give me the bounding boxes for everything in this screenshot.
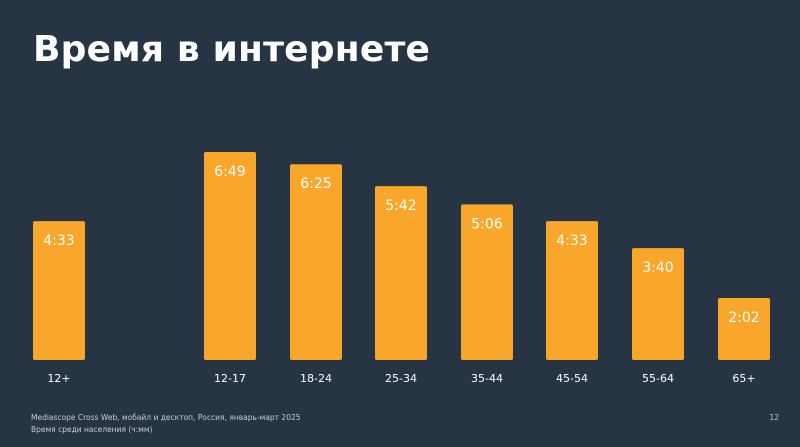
bar-25-34 [375,186,427,360]
bar-value-label: 4:33 [43,233,74,249]
source-note: Mediascope Cross Web, мобайл и десктоп, … [31,413,301,422]
bar-45-54 [546,221,598,360]
bar-value-label: 4:33 [556,233,587,249]
bar-value-label: 3:40 [642,260,673,276]
bar-35-44 [461,204,513,360]
x-tick-label: 12+ [47,372,70,385]
bar-12-17 [204,152,256,360]
x-tick-label: 12-17 [214,372,246,385]
bar-value-label: 2:02 [728,310,759,326]
x-tick-label: 35-44 [471,372,503,385]
bar-65+ [718,297,770,360]
x-tick-label: 55-64 [642,372,674,385]
bar-12+ [33,221,85,360]
x-tick-label: 18-24 [300,372,332,385]
x-tick-label: 65+ [732,372,755,385]
x-tick-label: 45-54 [556,372,588,385]
bar-value-label: 6:49 [214,164,245,180]
bar-18-24 [290,164,342,360]
bar-55-64 [632,248,684,360]
page-title: Время в интернете [33,29,431,70]
page-number: 12 [769,413,779,422]
bar-value-label: 6:25 [300,176,331,192]
bar-value-label: 5:42 [385,198,416,214]
bar-value-label: 5:06 [471,216,503,232]
unit-note: Время среди населения (ч:мм) [31,425,153,434]
x-tick-label: 25-34 [385,372,417,385]
